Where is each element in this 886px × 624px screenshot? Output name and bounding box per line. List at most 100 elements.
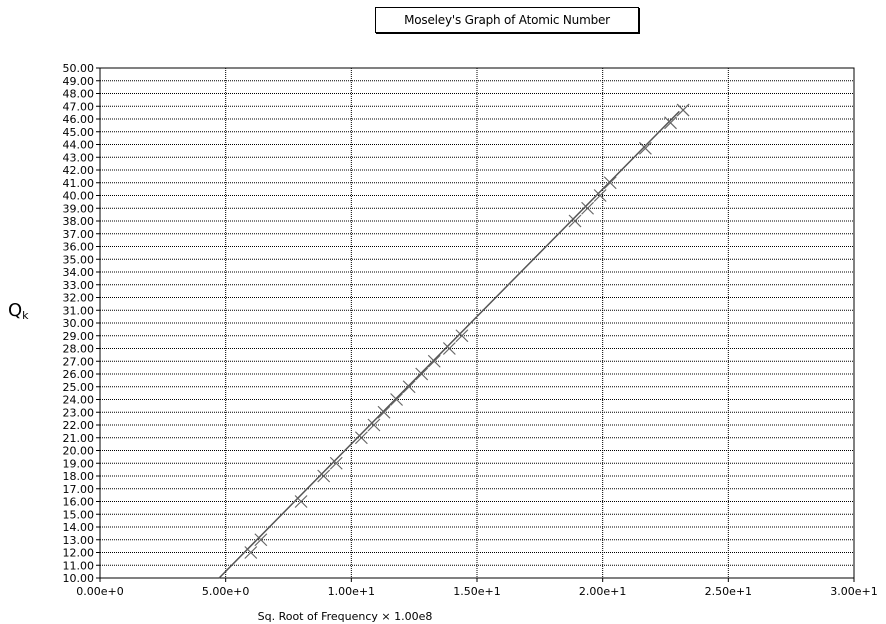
marker-stroke bbox=[367, 418, 381, 432]
data-point-marker bbox=[244, 546, 258, 559]
data-point-marker bbox=[254, 533, 268, 547]
x-tick-labels: 0.00e+0 5.00e+0 1.00e+1 1.50e+1 2.00e+1 2.50e… bbox=[76, 585, 877, 598]
marker-stroke bbox=[377, 405, 391, 419]
y-tick-label: 21.00 bbox=[63, 432, 95, 445]
axes bbox=[96, 67, 855, 582]
y-tick-label: 17.00 bbox=[63, 483, 95, 496]
marker-stroke bbox=[664, 116, 677, 130]
marker-stroke bbox=[354, 431, 368, 445]
data-point-marker bbox=[676, 103, 690, 117]
data-point-marker bbox=[455, 329, 469, 343]
x-tick-label: 1.00e+1 bbox=[328, 585, 375, 598]
y-tick-label: 18.00 bbox=[63, 470, 95, 483]
y-tick-labels: 10.0011.0012.0013.0014.0015.0016.0017.00… bbox=[63, 62, 95, 585]
marker-stroke bbox=[603, 176, 617, 190]
y-tick-label: 47.00 bbox=[63, 100, 95, 113]
data-point-marker bbox=[390, 393, 403, 406]
y-tick-label: 40.00 bbox=[63, 190, 95, 203]
x-tick-label: 2.00e+1 bbox=[579, 585, 626, 598]
x-axis-label: Sq. Root of Frequency × 1.00e8 bbox=[258, 610, 433, 623]
plot-frame bbox=[99, 67, 855, 579]
data-point-marker bbox=[294, 495, 308, 508]
y-tick-label: 29.00 bbox=[63, 330, 95, 343]
y-tick-label: 24.00 bbox=[63, 394, 95, 407]
y-axis-label-subscript: k bbox=[22, 309, 29, 322]
fit-line bbox=[218, 110, 680, 579]
marker-stroke bbox=[317, 469, 331, 483]
chart-title: Moseley's Graph of Atomic Number bbox=[375, 7, 639, 33]
marker-stroke bbox=[568, 214, 582, 228]
x-tick-label: 0.00e+0 bbox=[76, 585, 123, 598]
y-tick-label: 49.00 bbox=[63, 75, 95, 88]
data-point-marker bbox=[581, 201, 595, 215]
y-tick-label: 44.00 bbox=[63, 139, 95, 152]
y-tick-label: 30.00 bbox=[63, 317, 95, 330]
data-point-marker bbox=[317, 469, 331, 483]
marker-stroke bbox=[254, 533, 268, 547]
y-tick-label: 22.00 bbox=[63, 419, 95, 432]
x-tick-label: 3.00e+1 bbox=[830, 585, 877, 598]
marker-stroke bbox=[455, 329, 469, 343]
marker-stroke bbox=[402, 380, 416, 394]
y-tick-label: 50.00 bbox=[63, 62, 95, 75]
fit-line-group bbox=[218, 110, 680, 579]
y-tick-label: 32.00 bbox=[63, 292, 95, 305]
y-tick-label: 38.00 bbox=[63, 215, 95, 228]
data-points bbox=[244, 103, 690, 559]
y-axis-label-main: Q bbox=[8, 300, 23, 321]
data-point-marker bbox=[415, 367, 429, 381]
marker-stroke bbox=[581, 201, 595, 215]
marker-stroke bbox=[390, 393, 403, 406]
x-tick-label: 5.00e+0 bbox=[202, 585, 249, 598]
marker-stroke bbox=[244, 546, 258, 559]
y-tick-label: 26.00 bbox=[63, 368, 95, 381]
marker-stroke bbox=[329, 456, 343, 470]
y-tick-label: 43.00 bbox=[63, 151, 95, 164]
data-point-marker bbox=[664, 116, 677, 130]
y-tick-label: 27.00 bbox=[63, 355, 95, 368]
y-tick-label: 13.00 bbox=[63, 534, 95, 547]
marker-stroke bbox=[427, 354, 441, 368]
data-point-marker bbox=[593, 189, 607, 202]
y-tick-label: 46.00 bbox=[63, 113, 95, 126]
y-tick-label: 23.00 bbox=[63, 406, 95, 419]
y-tick-label: 20.00 bbox=[63, 445, 95, 458]
y-tick-label: 14.00 bbox=[63, 521, 95, 534]
y-tick-label: 35.00 bbox=[63, 253, 95, 266]
data-point-marker bbox=[603, 176, 617, 190]
data-point-marker bbox=[427, 354, 441, 368]
data-point-marker bbox=[354, 431, 368, 445]
data-point-marker bbox=[377, 405, 391, 419]
y-tick-label: 10.00 bbox=[63, 572, 95, 585]
y-tick-label: 36.00 bbox=[63, 241, 95, 254]
y-tick-label: 28.00 bbox=[63, 343, 95, 356]
y-tick-label: 45.00 bbox=[63, 126, 95, 139]
y-tick-label: 42.00 bbox=[63, 164, 95, 177]
y-tick-label: 31.00 bbox=[63, 304, 95, 317]
y-tick-label: 16.00 bbox=[63, 496, 95, 509]
data-point-marker bbox=[402, 380, 416, 394]
y-tick-label: 19.00 bbox=[63, 457, 95, 470]
y-tick-label: 11.00 bbox=[63, 559, 95, 572]
data-point-marker bbox=[442, 342, 456, 355]
marker-stroke bbox=[442, 342, 456, 355]
y-tick-label: 33.00 bbox=[63, 279, 95, 292]
data-point-marker bbox=[367, 418, 381, 432]
data-point-marker bbox=[329, 456, 343, 470]
data-point-marker bbox=[568, 214, 582, 228]
grid-lines bbox=[100, 68, 854, 578]
y-tick-label: 37.00 bbox=[63, 228, 95, 241]
marker-stroke bbox=[638, 141, 652, 155]
y-tick-label: 48.00 bbox=[63, 88, 95, 101]
y-tick-label: 39.00 bbox=[63, 202, 95, 215]
y-tick-label: 12.00 bbox=[63, 547, 95, 560]
marker-stroke bbox=[294, 495, 308, 508]
x-tick-label: 2.50e+1 bbox=[705, 585, 752, 598]
data-point-marker bbox=[638, 141, 652, 155]
marker-stroke bbox=[676, 103, 690, 117]
y-axis-label: Qk bbox=[8, 300, 29, 322]
y-tick-label: 41.00 bbox=[63, 177, 95, 190]
y-tick-label: 25.00 bbox=[63, 381, 95, 394]
marker-stroke bbox=[593, 189, 607, 202]
